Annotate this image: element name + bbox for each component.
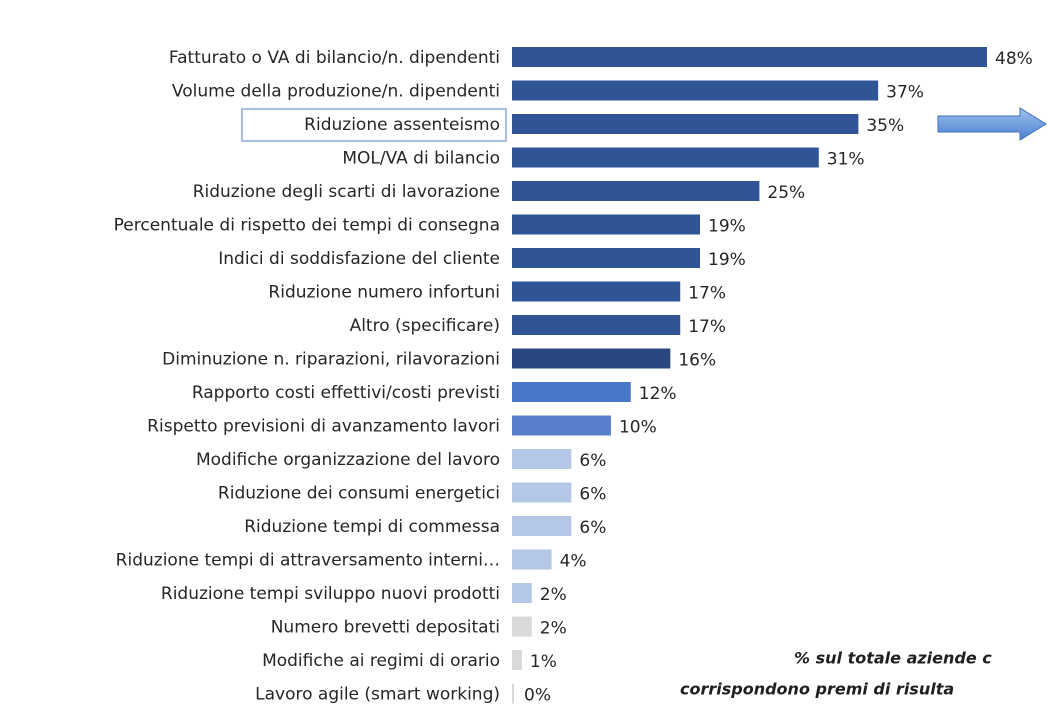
bar bbox=[512, 47, 987, 67]
bar bbox=[512, 348, 671, 369]
category-label: Lavoro agile (smart working) bbox=[255, 685, 500, 705]
value-label: 37% bbox=[886, 83, 924, 103]
category-label: MOL/VA di bilancio bbox=[342, 149, 500, 169]
bar bbox=[512, 516, 572, 536]
value-label: 6% bbox=[579, 518, 606, 538]
value-label: 10% bbox=[619, 418, 657, 438]
category-label: Rapporto costi effettivi/costi previsti bbox=[192, 383, 500, 403]
bar bbox=[512, 482, 572, 503]
category-label: Indici di soddisfazione del cliente bbox=[218, 249, 500, 269]
bar bbox=[512, 214, 701, 235]
highlight-box bbox=[241, 108, 507, 142]
bar bbox=[512, 415, 611, 436]
value-label: 48% bbox=[995, 49, 1033, 69]
category-label: Riduzione tempi di commessa bbox=[244, 517, 500, 537]
category-label: Riduzione tempi sviluppo nuovi prodotti bbox=[161, 584, 500, 604]
value-label: 31% bbox=[827, 150, 865, 170]
bar bbox=[512, 449, 572, 469]
category-label: Riduzione dei consumi energetici bbox=[218, 484, 500, 504]
category-label: Riduzione numero infortuni bbox=[268, 283, 500, 303]
value-label: 35% bbox=[866, 116, 904, 136]
bar bbox=[512, 181, 760, 201]
category-label: Modifiche ai regimi di orario bbox=[262, 651, 500, 671]
annotation: corrispondono premi di risulta bbox=[680, 680, 954, 699]
bar bbox=[512, 114, 859, 134]
bar-stub bbox=[512, 683, 514, 704]
value-label: 12% bbox=[639, 384, 677, 404]
category-label: Percentuale di rispetto dei tempi di con… bbox=[114, 216, 500, 236]
category-label: Numero brevetti depositati bbox=[271, 618, 500, 638]
bar bbox=[512, 281, 681, 302]
value-label: 2% bbox=[540, 585, 567, 605]
value-label: 6% bbox=[579, 451, 606, 471]
bar bbox=[512, 616, 532, 637]
category-label: Fatturato o VA di bilancio/n. dipendenti bbox=[169, 48, 500, 68]
bar bbox=[512, 147, 819, 168]
bar bbox=[512, 315, 681, 335]
category-label: Riduzione degli scarti di lavorazione bbox=[193, 182, 500, 202]
category-label: Volume della produzione/n. dipendenti bbox=[172, 82, 500, 102]
value-label: 19% bbox=[708, 217, 746, 237]
category-label: Rispetto previsioni di avanzamento lavor… bbox=[147, 417, 500, 437]
value-label: 17% bbox=[688, 284, 726, 304]
value-label: 2% bbox=[540, 619, 567, 639]
category-label: Riduzione assenteismo bbox=[304, 115, 500, 135]
value-label: 0% bbox=[524, 686, 551, 706]
value-label: 16% bbox=[678, 351, 716, 371]
value-label: 6% bbox=[579, 485, 606, 505]
bar bbox=[512, 80, 879, 101]
bar bbox=[512, 583, 532, 603]
category-label: Altro (specificare) bbox=[350, 316, 500, 336]
arrow bbox=[937, 107, 1047, 141]
value-label: 1% bbox=[530, 652, 557, 672]
category-label: Diminuzione n. riparazioni, rilavorazion… bbox=[162, 350, 500, 370]
value-label: 25% bbox=[767, 183, 805, 203]
category-label: Riduzione tempi di attraversamento inter… bbox=[116, 551, 500, 571]
bar bbox=[512, 650, 522, 670]
bar bbox=[512, 248, 701, 268]
bar bbox=[512, 382, 631, 402]
category-label: Modifiche organizzazione del lavoro bbox=[196, 450, 500, 470]
value-label: 17% bbox=[688, 317, 726, 337]
annotation: % sul totale aziende c bbox=[794, 649, 992, 668]
bar bbox=[512, 549, 552, 570]
value-label: 19% bbox=[708, 250, 746, 270]
value-label: 4% bbox=[560, 552, 587, 572]
